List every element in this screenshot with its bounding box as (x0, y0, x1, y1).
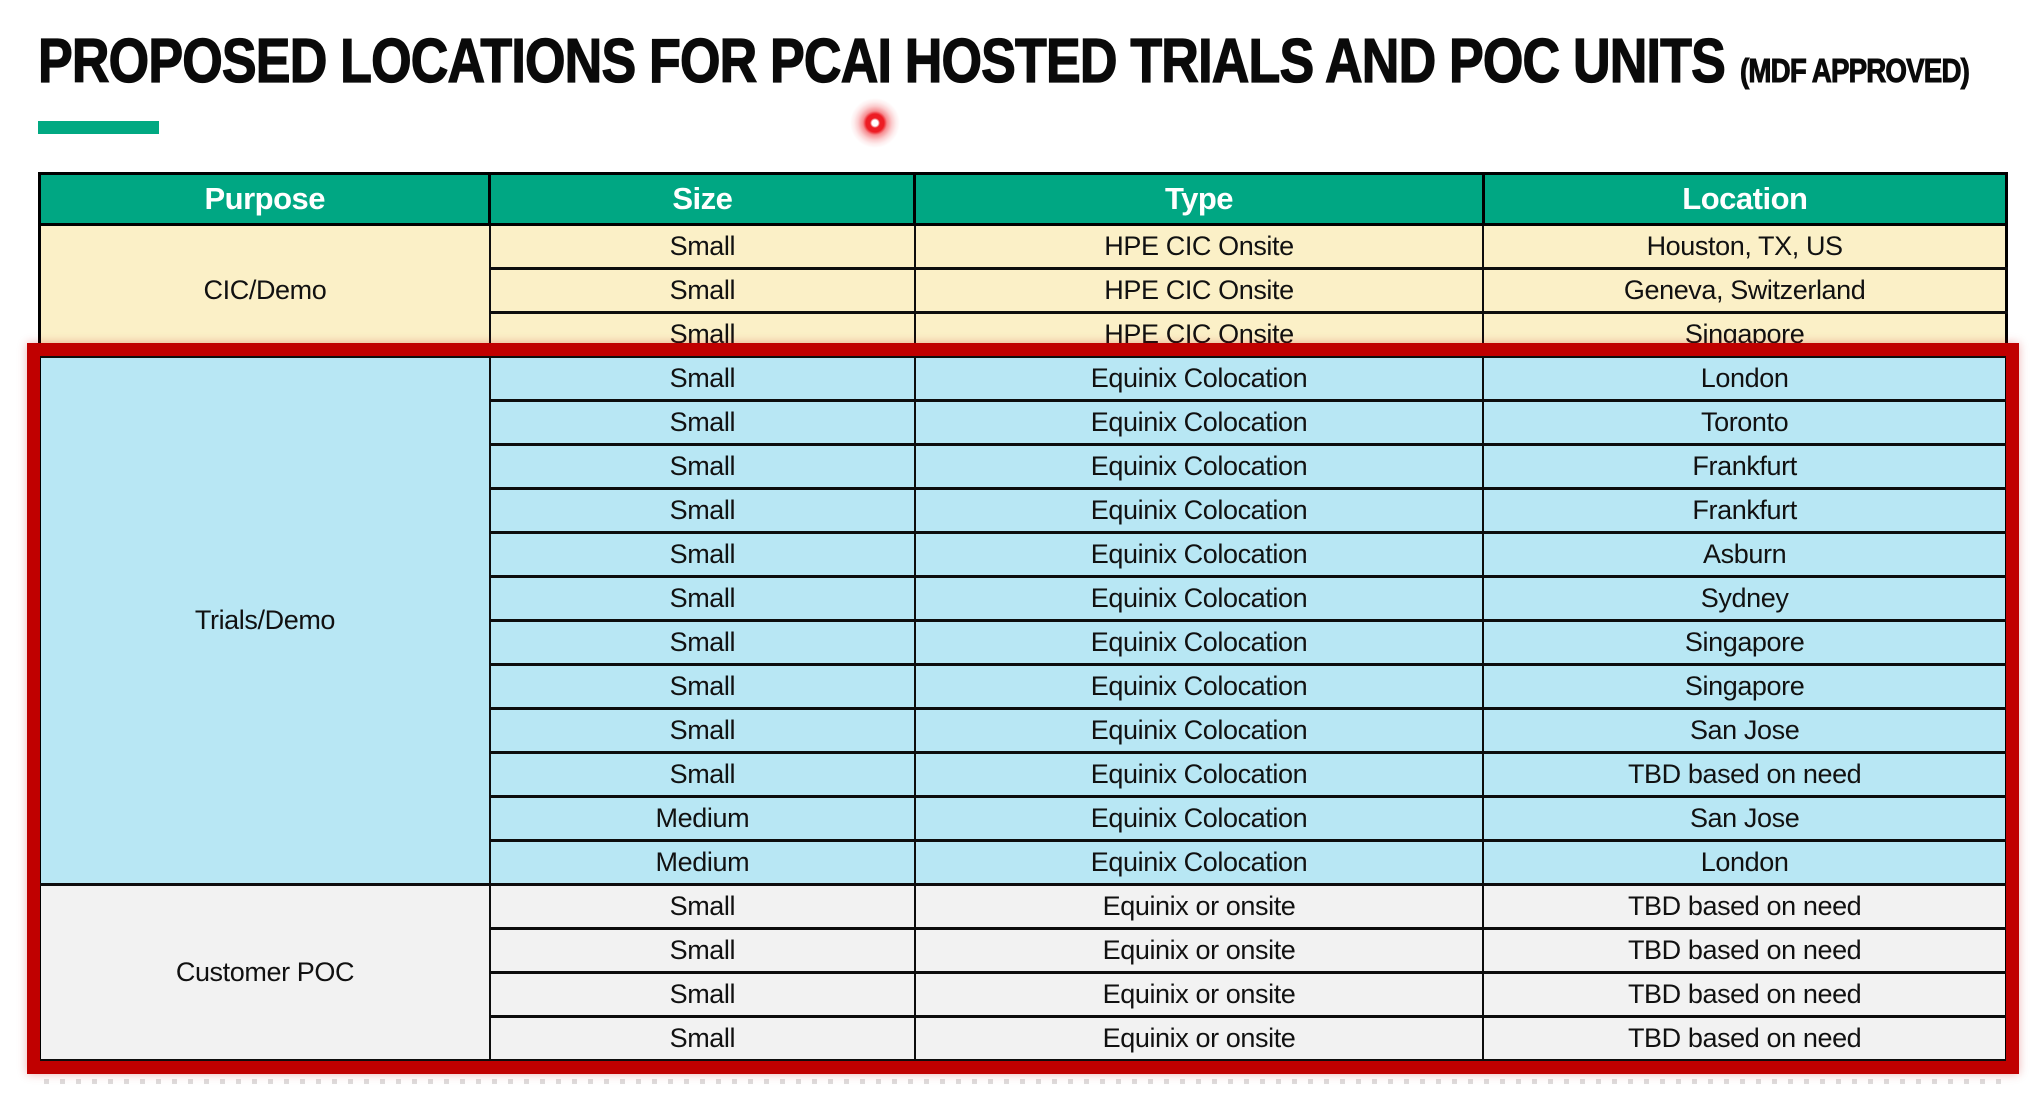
type-cell: Equinix Colocation (913, 663, 1485, 710)
type-cell: Equinix Colocation (913, 619, 1485, 666)
type-cell: Equinix or onsite (913, 927, 1485, 974)
table-row: Small HPE CIC Onsite Geneva, Switzerland (40, 267, 2008, 314)
table-row: Trials/Demo Small Equinix Colocation London (38, 355, 2008, 886)
size-cell: Small (488, 311, 916, 358)
type-cell: Equinix or onsite (913, 1015, 1485, 1062)
size-cell: Small (488, 531, 916, 578)
size-cell: Small (488, 223, 916, 270)
bottom-dotted-line (44, 1079, 2006, 1084)
location-cell: Frankfurt (1482, 487, 2008, 534)
type-cell: Equinix Colocation (913, 707, 1485, 754)
location-cell: TBD based on need (1482, 751, 2008, 798)
laser-pointer-dot-icon (849, 97, 901, 149)
size-cell: Medium (488, 795, 916, 842)
size-cell: Small (488, 619, 916, 666)
type-cell: Equinix Colocation (913, 531, 1485, 578)
size-cell: Small (488, 399, 916, 446)
size-cell: Small (488, 707, 916, 754)
locations-table-wrap: Purpose Size Type Location CIC/Demo Small… (27, 172, 2019, 1074)
location-cell: Toronto (1482, 399, 2008, 446)
type-cell: Equinix Colocation (913, 839, 1485, 886)
size-cell: Small (488, 883, 916, 930)
column-header-type: Type (913, 172, 1485, 226)
table-row: Small Equinix or onsite TBD based on need (40, 927, 2008, 974)
type-cell: Equinix Colocation (913, 795, 1485, 842)
table-row: Medium Equinix Colocation London (40, 839, 2008, 886)
location-cell: Geneva, Switzerland (1482, 267, 2008, 314)
location-cell: Singapore (1482, 311, 2008, 358)
table-row: Customer POC Small Equinix or onsite TBD ba… (38, 883, 2008, 1062)
page-title-main: PROPOSED LOCATIONS FOR PCAI HOSTED TRIAL… (37, 26, 1726, 96)
location-cell: Singapore (1482, 663, 2008, 710)
size-cell: Small (488, 487, 916, 534)
size-cell: Small (488, 575, 916, 622)
location-cell: Asburn (1482, 531, 2008, 578)
page-title-suffix: (MDF APPROVED) (1740, 52, 1971, 90)
table-row: CIC/Demo Small HPE CIC Onsite Houston, TX, … (38, 223, 2008, 358)
column-header-purpose: Purpose (37, 172, 492, 226)
location-cell: London (1482, 355, 2008, 402)
type-cell: Equinix or onsite (913, 883, 1485, 930)
size-cell: Small (488, 443, 916, 490)
size-cell: Small (488, 355, 916, 402)
location-cell: San Jose (1482, 707, 2008, 754)
size-cell: Medium (488, 839, 916, 886)
title-accent-bar (38, 121, 159, 134)
location-cell: London (1482, 839, 2008, 886)
table-header-row: Purpose Size Type Location (37, 172, 2009, 226)
purpose-cell: Trials/Demo (38, 355, 491, 886)
table-row: Medium Equinix Colocation San Jose (40, 795, 2008, 842)
location-cell: TBD based on need (1482, 971, 2008, 1018)
table-row: Small Equinix Colocation Frankfurt (40, 487, 2008, 534)
locations-table: Purpose Size Type Location CIC/Demo Small… (37, 172, 2009, 1062)
size-cell: Small (488, 927, 916, 974)
table-row: Small Equinix Colocation Singapore (40, 663, 2008, 710)
type-cell: Equinix Colocation (913, 575, 1485, 622)
type-cell: HPE CIC Onsite (913, 223, 1485, 270)
location-cell: Houston, TX, US (1482, 223, 2008, 270)
table-row: Small Equinix or onsite TBD based on need (40, 971, 2008, 1018)
location-cell: Frankfurt (1482, 443, 2008, 490)
type-cell: Equinix Colocation (913, 751, 1485, 798)
location-cell: TBD based on need (1482, 927, 2008, 974)
size-cell: Small (488, 1015, 916, 1062)
type-cell: Equinix Colocation (913, 399, 1485, 446)
table-row: Small Equinix Colocation TBD based on need (40, 751, 2008, 798)
column-header-size: Size (488, 172, 917, 226)
type-cell: HPE CIC Onsite (913, 267, 1485, 314)
location-cell: Sydney (1482, 575, 2008, 622)
size-cell: Small (488, 663, 916, 710)
type-cell: Equinix Colocation (913, 443, 1485, 490)
table-row: Small Equinix Colocation Frankfurt (40, 443, 2008, 490)
table-row: Small Equinix Colocation San Jose (40, 707, 2008, 754)
page-title: PROPOSED LOCATIONS FOR PCAI HOSTED TRIAL… (37, 26, 1971, 97)
table-row: Small Equinix Colocation Asburn (40, 531, 2008, 578)
table-row: Small Equinix Colocation Singapore (40, 619, 2008, 666)
size-cell: Small (488, 971, 916, 1018)
type-cell: Equinix Colocation (913, 355, 1485, 402)
table-row: Small Equinix or onsite TBD based on need (40, 1015, 2008, 1062)
location-cell: Singapore (1482, 619, 2008, 666)
purpose-cell: CIC/Demo (38, 223, 491, 358)
purpose-cell: Customer POC (38, 883, 491, 1062)
table-row: Small Equinix Colocation Toronto (40, 399, 2008, 446)
table-row: Small Equinix Colocation Sydney (40, 575, 2008, 622)
type-cell: Equinix Colocation (913, 487, 1485, 534)
size-cell: Small (488, 267, 916, 314)
type-cell: Equinix or onsite (913, 971, 1485, 1018)
type-cell: HPE CIC Onsite (913, 311, 1485, 358)
size-cell: Small (488, 751, 916, 798)
column-header-location: Location (1481, 172, 2009, 226)
location-cell: TBD based on need (1482, 883, 2008, 930)
location-cell: TBD based on need (1482, 1015, 2008, 1062)
location-cell: San Jose (1482, 795, 2008, 842)
